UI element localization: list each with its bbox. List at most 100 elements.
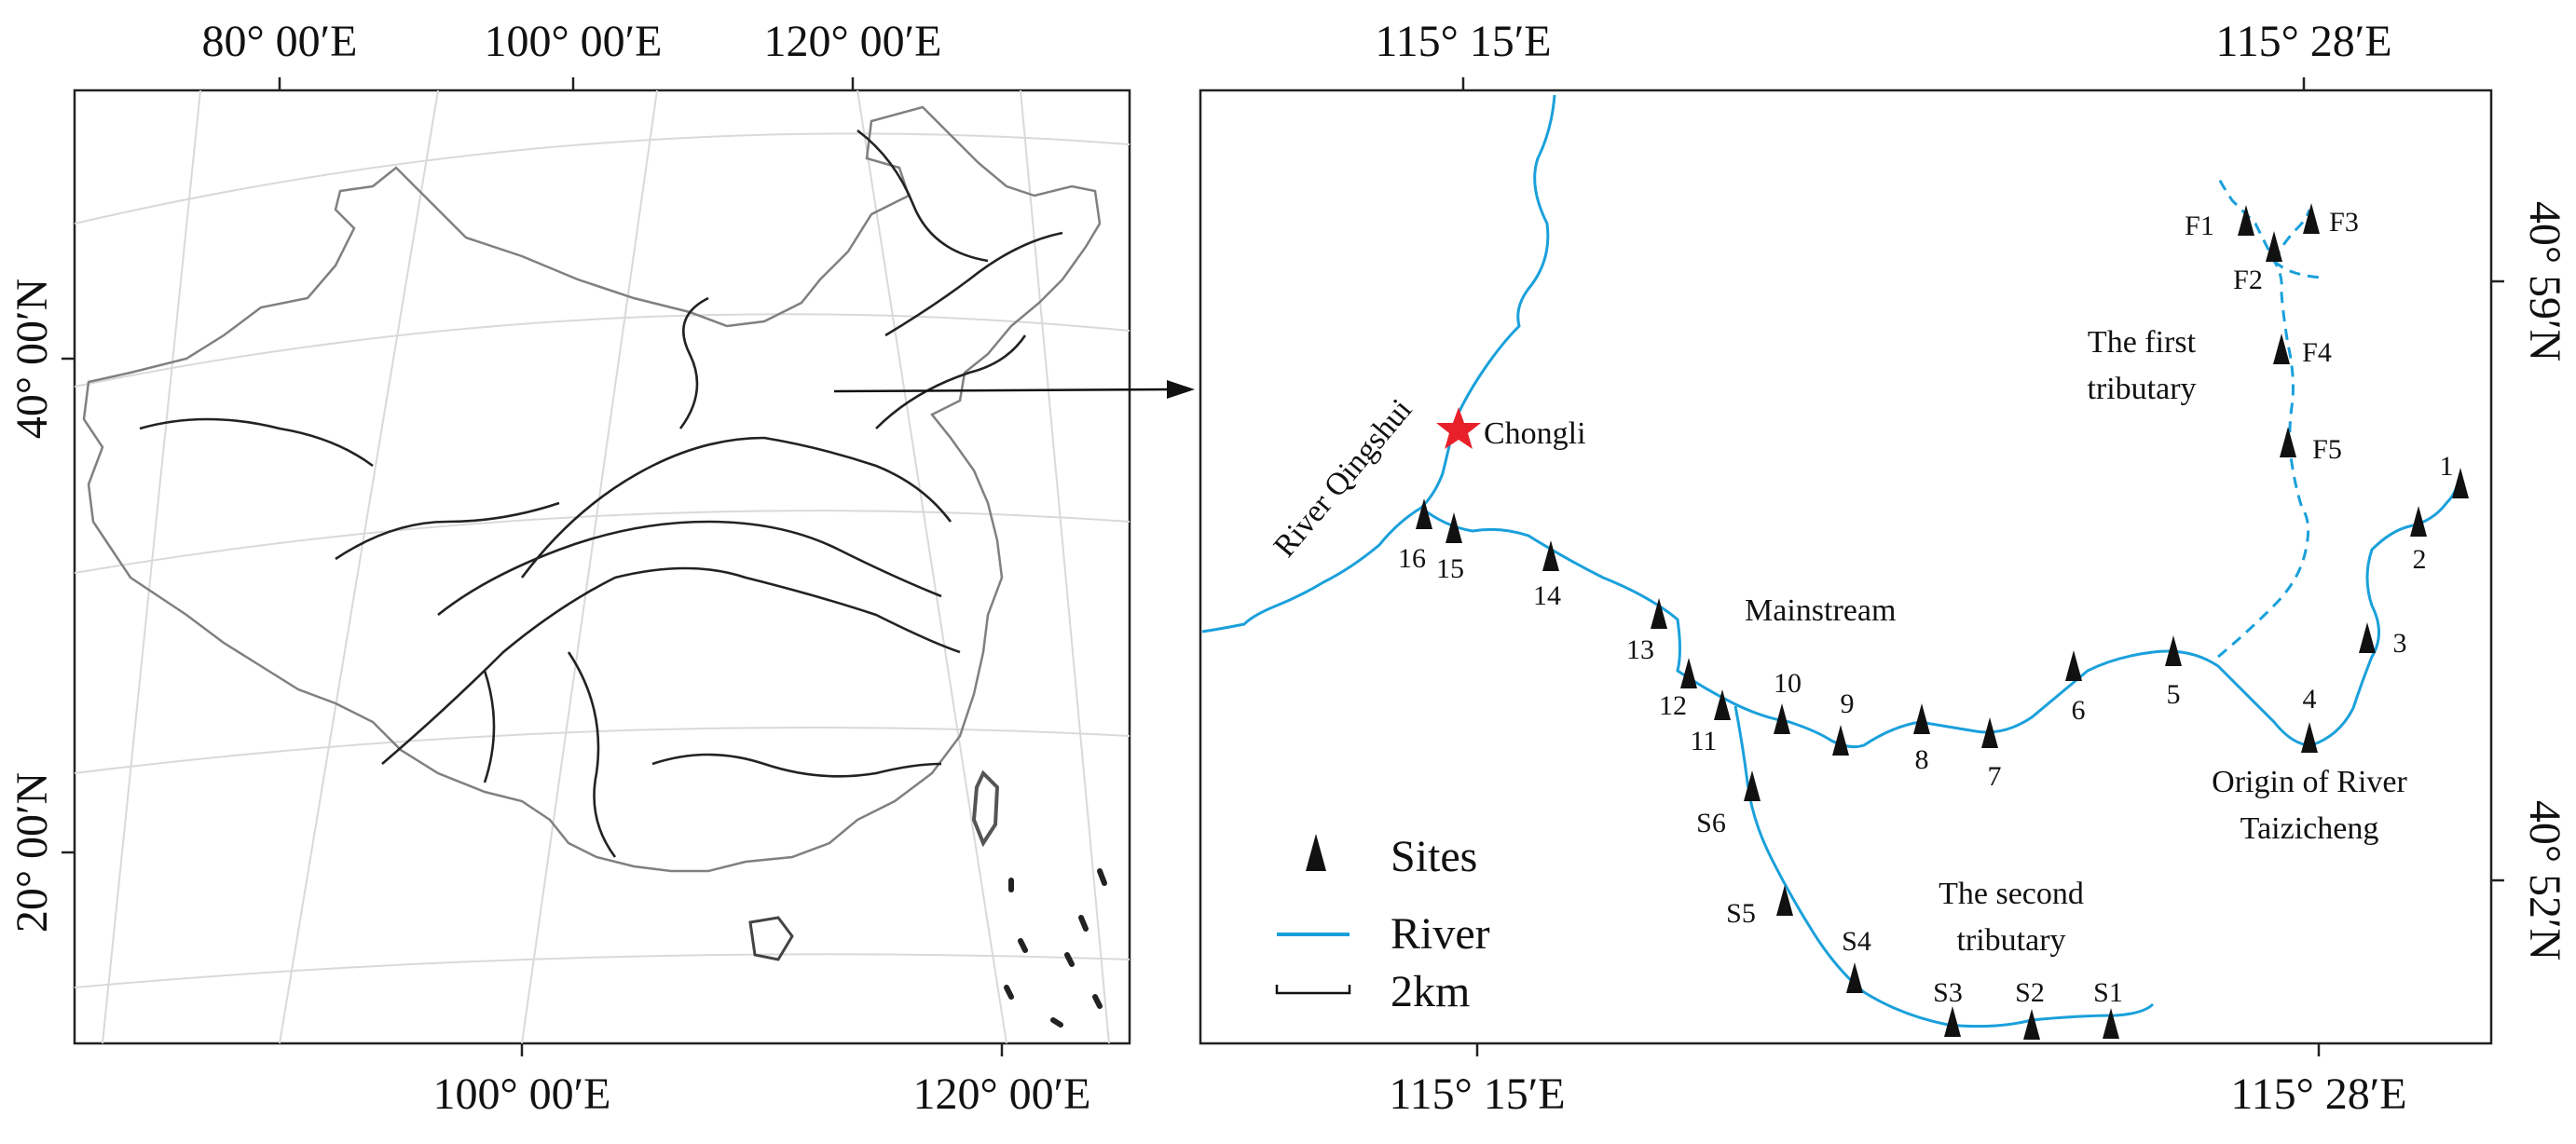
site-S1: S1 — [2093, 977, 2123, 1039]
south-sea-dashes — [1004, 868, 1107, 1028]
site-16: 16 — [1398, 498, 1432, 574]
site-6: 6 — [2065, 650, 2086, 726]
china-top-label-0: 80° 00′E — [201, 17, 357, 66]
site-F1: F1 — [2185, 205, 2254, 241]
site-11-label: 11 — [1691, 726, 1718, 756]
site-S2-label: S2 — [2015, 977, 2045, 1008]
site-7: 7 — [1981, 717, 2002, 792]
site-8: 8 — [1913, 703, 1930, 775]
river-second-tributary — [1733, 705, 2155, 1028]
site-F5-label: F5 — [2312, 434, 2342, 465]
study-coord-labels: 115° 15′E 115° 28′E 115° 15′E 115° 28′E … — [1375, 17, 2569, 1119]
site-1-label: 1 — [2440, 451, 2454, 482]
site-S3: S3 — [1933, 977, 1963, 1037]
legend: Sites River 2km — [1275, 832, 1490, 1016]
river-first-tributary-branch — [2272, 259, 2322, 279]
china-left-label-1: 20° 00′N — [7, 772, 57, 933]
legend-sites-label: Sites — [1391, 832, 1477, 881]
site-S1-label: S1 — [2093, 977, 2123, 1008]
site-S3-label: S3 — [1933, 977, 1963, 1008]
site-11: 11 — [1691, 689, 1731, 756]
site-4: 4 — [2301, 684, 2318, 753]
legend-river-label: River — [1391, 909, 1490, 959]
legend-scale-label: 2km — [1391, 967, 1470, 1016]
chongli-star — [1436, 407, 1481, 449]
site-2-label: 2 — [2413, 544, 2427, 575]
site-S4-label: S4 — [1842, 926, 1871, 957]
site-F2-label: F2 — [2233, 265, 2263, 295]
site-S6: S6 — [1696, 770, 1761, 838]
origin-label-line1: Origin of River — [2212, 765, 2407, 799]
site-4-label: 4 — [2303, 684, 2317, 715]
site-2: 2 — [2410, 506, 2427, 575]
china-bottom-label-1: 120° 00′E — [912, 1069, 1090, 1119]
site-15-label: 15 — [1436, 553, 1464, 584]
site-12: 12 — [1659, 658, 1697, 721]
study-bottom-label-0: 115° 15′E — [1389, 1069, 1565, 1119]
river-qingshui — [1201, 94, 1556, 633]
site-10: 10 — [1774, 668, 1802, 734]
study-right-label-0: 40° 59′N — [2520, 201, 2569, 361]
origin-label-line2: Taizicheng — [2240, 811, 2379, 846]
site-10-label: 10 — [1774, 668, 1802, 699]
china-coord-labels: 80° 00′E 100° 00′E 120° 00′E 100° 00′E 1… — [7, 17, 1091, 1119]
study-area-arrow — [833, 380, 1195, 399]
chongli-label: Chongli — [1484, 416, 1586, 451]
site-1: 1 — [2440, 451, 2469, 498]
china-overview-map: 80° 00′E 100° 00′E 120° 00′E 100° 00′E 1… — [7, 17, 1195, 1119]
site-F2: F2 — [2233, 231, 2282, 295]
site-F3-label: F3 — [2329, 207, 2359, 238]
legend-sites: Sites — [1306, 832, 1477, 881]
study-top-label-0: 115° 15′E — [1375, 17, 1551, 66]
site-S2: S2 — [2015, 977, 2045, 1040]
site-F4: F4 — [2273, 334, 2332, 368]
mainstream-label: Mainstream — [1745, 593, 1896, 628]
china-ticks — [62, 77, 1004, 1056]
site-16-label: 16 — [1398, 543, 1426, 574]
china-top-label-1: 100° 00′E — [484, 17, 662, 66]
study-right-label-1: 40° 52′N — [2520, 800, 2569, 960]
site-S6-label: S6 — [1696, 808, 1726, 838]
site-14: 14 — [1533, 540, 1561, 611]
china-graticule — [74, 89, 1130, 1044]
site-6-label: 6 — [2072, 695, 2086, 726]
site-9: 9 — [1832, 688, 1855, 756]
second-tributary-label-line1: The second — [1939, 877, 2084, 911]
legend-river: River — [1277, 909, 1490, 959]
site-13-label: 13 — [1626, 634, 1654, 665]
river-first-tributary — [2216, 176, 2310, 659]
china-top-label-2: 120° 00′E — [763, 17, 941, 66]
site-5: 5 — [2165, 635, 2182, 710]
site-8-label: 8 — [1915, 744, 1929, 775]
site-7-label: 7 — [1988, 761, 2002, 792]
legend-scale: 2km — [1275, 967, 1470, 1016]
site-9-label: 9 — [1841, 688, 1855, 719]
china-bottom-label-0: 100° 00′E — [432, 1069, 610, 1119]
second-tributary-sites: S1 S2 S3 S4 S5 S6 — [1696, 770, 2123, 1040]
china-left-label-0: 40° 00′N — [7, 279, 57, 439]
taiwan-island — [971, 769, 1000, 848]
first-tributary-label-line1: The first — [2088, 325, 2197, 360]
study-map-frame — [1199, 89, 2493, 1045]
study-ticks — [1461, 77, 2504, 1056]
study-bottom-label-1: 115° 28′E — [2230, 1069, 2406, 1119]
site-3: 3 — [2359, 622, 2407, 659]
first-tributary-label-line2: tributary — [2087, 372, 2196, 406]
study-area-map: Chongli River Qingshui Mainstream The fi… — [1199, 17, 2569, 1119]
site-F4-label: F4 — [2302, 337, 2332, 368]
site-S4: S4 — [1842, 926, 1871, 993]
river-qingshui-label: River Qingshui — [1267, 392, 1419, 564]
river-mainstream — [1420, 479, 2460, 749]
site-5-label: 5 — [2167, 679, 2181, 710]
site-S5-label: S5 — [1726, 898, 1756, 929]
china-rivers — [139, 129, 1063, 858]
site-F1-label: F1 — [2185, 211, 2214, 241]
first-tributary-sites: F1 F2 F3 F4 F5 — [2185, 203, 2359, 465]
site-13: 13 — [1626, 598, 1667, 665]
site-15: 15 — [1436, 512, 1464, 584]
second-tributary-label-line2: tributary — [1956, 923, 2065, 958]
hainan-island — [748, 916, 794, 961]
china-map-frame — [73, 89, 1131, 1045]
site-S5: S5 — [1726, 885, 1793, 929]
